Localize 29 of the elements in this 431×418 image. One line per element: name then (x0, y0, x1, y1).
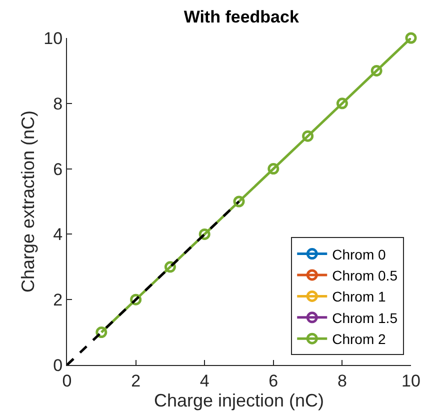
point (198, 228, 210, 240)
x-tick-label: 10 (402, 371, 420, 390)
x-axis-title: Charge injection (nC) (154, 390, 324, 410)
x-tick-label: 2 (131, 371, 141, 390)
chart-title: With feedback (184, 7, 300, 26)
legend-label: Chrom 0 (332, 246, 386, 262)
y-tick-label: 4 (53, 225, 63, 244)
x-tick-label: 8 (337, 371, 347, 390)
y-tick-label: 8 (53, 94, 63, 114)
y-tick-label: 0 (53, 356, 63, 375)
point (96, 326, 108, 338)
point (233, 196, 245, 208)
legend-label: Chrom 2 (332, 331, 386, 348)
point (405, 32, 417, 44)
legend-label: Chrom 1 (332, 288, 386, 305)
point (302, 130, 314, 142)
y-tick-label: 6 (53, 160, 63, 179)
point (130, 294, 142, 306)
point (164, 261, 176, 273)
point (336, 98, 348, 110)
point (268, 163, 280, 175)
y-tick-label: 10 (44, 28, 63, 48)
y-axis-title: Charge extraction (nC) (18, 110, 38, 293)
x-tick-label: 4 (200, 371, 210, 390)
point (370, 64, 382, 76)
legend-label: Chrom 1.5 (332, 310, 398, 326)
y-tick-label: 2 (53, 290, 63, 310)
x-tick-label: 6 (268, 371, 278, 390)
legend-label: Chrom 0.5 (332, 267, 398, 284)
